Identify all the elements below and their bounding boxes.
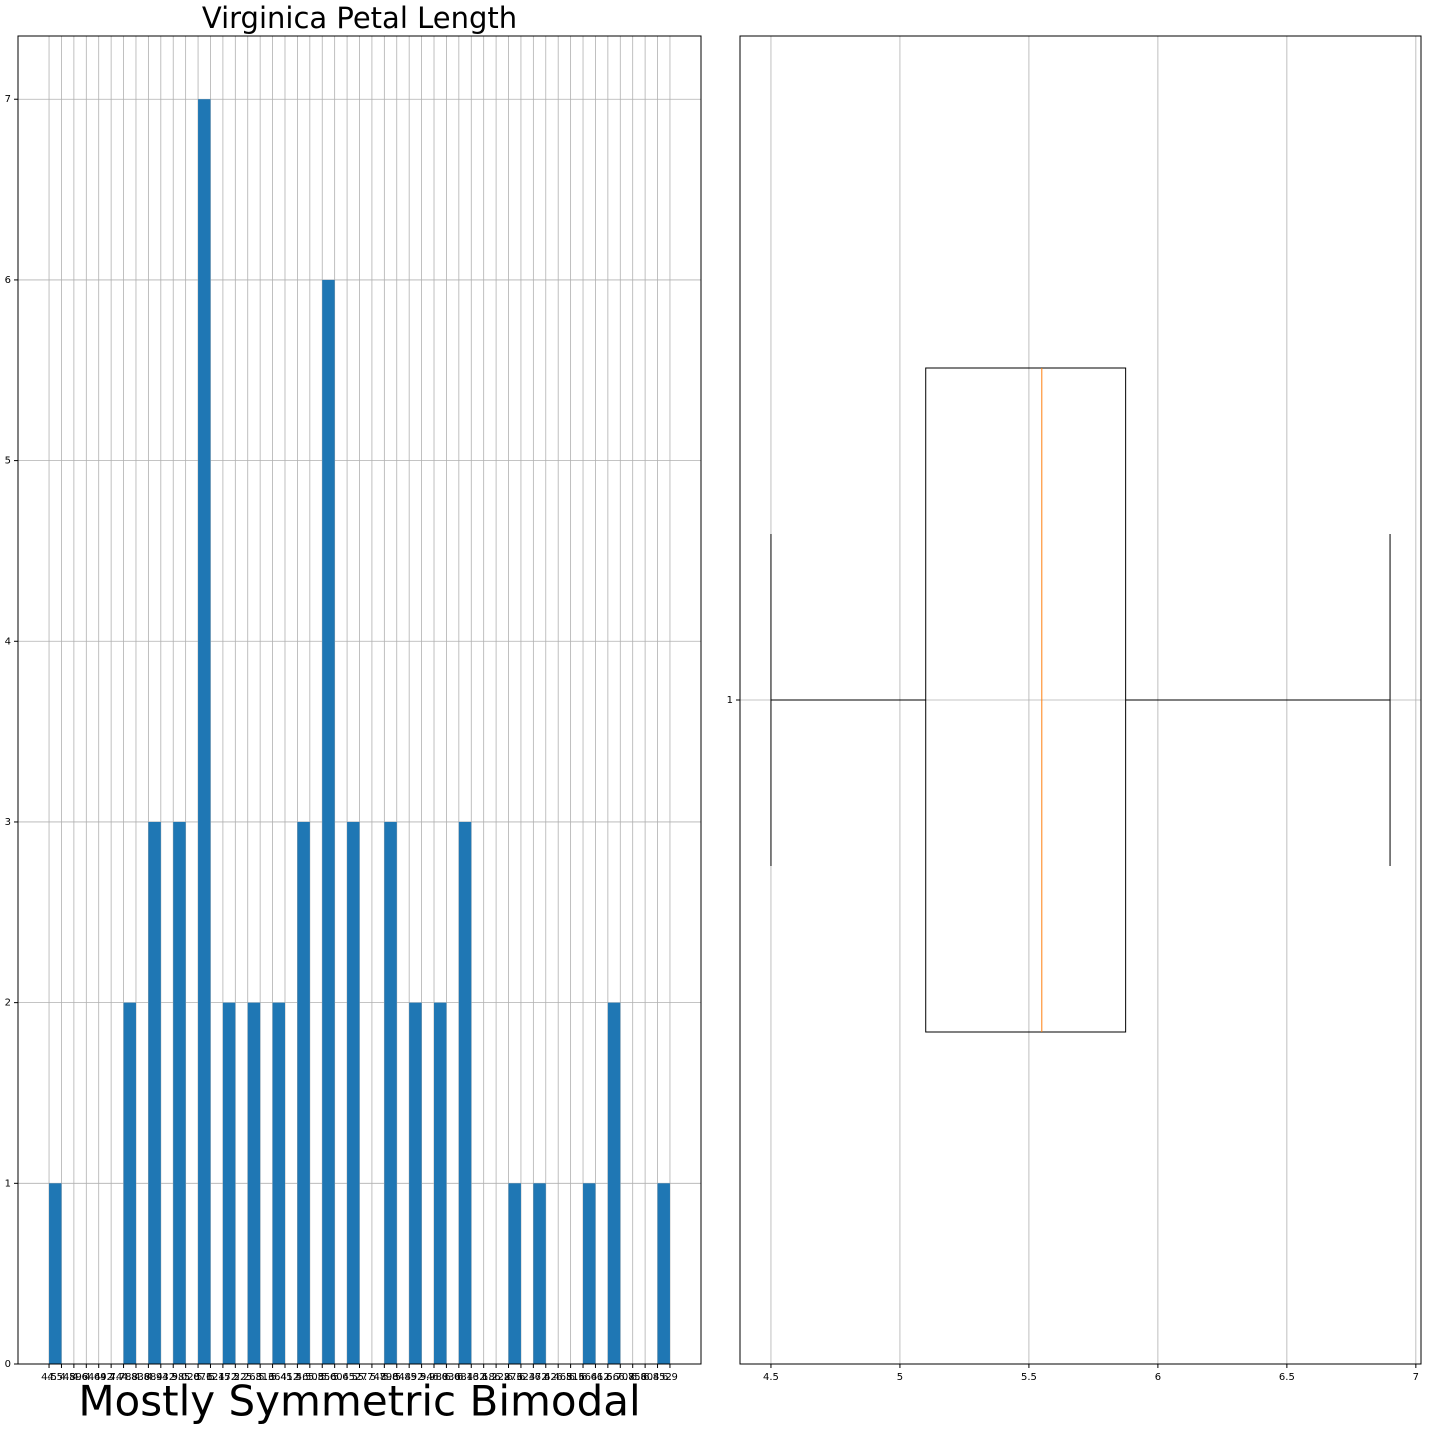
x-tick-label: 5.5 [1021, 1372, 1037, 1383]
x-tick-label: 6.9 [662, 1372, 678, 1383]
bar [322, 279, 335, 1365]
x-tick-label: 6.756 [618, 1372, 647, 1383]
x-tick-label: 6.324 [507, 1372, 536, 1383]
x-tick-label: 6 [1155, 1372, 1161, 1383]
y-tick-label: 1 [5, 1178, 11, 1189]
bar [583, 1183, 596, 1364]
x-tick-label: 6.084 [445, 1372, 474, 1383]
x-tick-label: 5.124 [196, 1372, 225, 1383]
x-tick-label: 4.74 [100, 1372, 122, 1383]
x-tick-label: 5.988 [420, 1372, 449, 1383]
box [925, 367, 1127, 1033]
x-tick-label: 6.372 [519, 1372, 548, 1383]
x-tick-label: 5.316 [246, 1372, 275, 1383]
x-tick-label: 6.804 [631, 1372, 660, 1383]
bar [222, 1002, 236, 1364]
x-tick-label: 6.036 [432, 1372, 461, 1383]
x-tick-label: 5.412 [271, 1372, 300, 1383]
x-tick-label: 6.708 [606, 1372, 635, 1383]
x-tick-label: 6.564 [569, 1372, 598, 1383]
x-tick-label: 5.076 [184, 1372, 213, 1383]
x-tick-label: 5.508 [296, 1372, 325, 1383]
x-tick-label: 5.364 [258, 1372, 287, 1383]
y-tick-label: 6 [5, 275, 11, 286]
x-tick-label: 7 [1413, 1372, 1419, 1383]
x-tick-label: 5.22 [224, 1372, 246, 1383]
y-tick-label: 2 [5, 998, 11, 1009]
bar [434, 1002, 447, 1364]
y-tick-label: 7 [5, 94, 11, 105]
bar [49, 1183, 62, 1364]
y-tick-label: 5 [5, 456, 11, 467]
x-tick-label: 5.604 [320, 1372, 349, 1383]
x-tick-label: 4.5 [763, 1372, 779, 1383]
bar [247, 1002, 261, 1364]
bar [533, 1183, 546, 1364]
x-tick-label: 6.42 [535, 1372, 557, 1383]
y-tick-label: 1 [727, 695, 733, 706]
x-tick-label: 5.7 [352, 1372, 368, 1383]
bar [123, 1002, 136, 1364]
y-tick-label: 0 [5, 1359, 11, 1370]
bar [409, 1002, 422, 1364]
bar [173, 821, 186, 1364]
x-tick-label: 4.548 [47, 1372, 76, 1383]
y-tick-label: 4 [5, 636, 11, 647]
bar [657, 1183, 670, 1364]
x-tick-label: 4.788 [109, 1372, 138, 1383]
x-tick-label: 4.5 [41, 1372, 57, 1383]
bar [347, 821, 360, 1364]
x-tick-label: 5.748 [358, 1372, 387, 1383]
x-tick-label: 5.844 [382, 1372, 411, 1383]
x-tick-label: 6.612 [581, 1372, 610, 1383]
x-tick-label: 6.228 [482, 1372, 511, 1383]
bar [384, 821, 397, 1364]
y-tick-label: 3 [5, 817, 11, 828]
x-tick-label: 5.892 [395, 1372, 424, 1383]
bar [607, 1002, 621, 1364]
x-tick-label: 5.268 [233, 1372, 262, 1383]
x-axis-label: Mostly Symmetric Bimodal [78, 1377, 640, 1426]
x-tick-label: 5.028 [171, 1372, 200, 1383]
x-tick-label: 5 [897, 1372, 903, 1383]
bar [508, 1183, 521, 1364]
bar [458, 821, 472, 1364]
x-tick-label: 5.46 [286, 1372, 308, 1383]
bar [297, 821, 310, 1364]
chart-title: Virginica Petal Length [202, 1, 517, 35]
x-tick-label: 6.5 [1279, 1372, 1295, 1383]
x-tick-label: 6.852 [643, 1372, 672, 1383]
bar [148, 821, 161, 1364]
x-tick-label: 4.692 [84, 1372, 113, 1383]
x-tick-label: 6.66 [597, 1372, 619, 1383]
bar [272, 1002, 285, 1364]
x-tick-label: 5.94 [410, 1372, 432, 1383]
x-tick-label: 4.932 [146, 1372, 175, 1383]
x-tick-label: 4.884 [134, 1372, 163, 1383]
x-tick-label: 6.132 [457, 1372, 486, 1383]
x-tick-label: 4.836 [122, 1372, 151, 1383]
x-tick-label: 5.652 [333, 1372, 362, 1383]
bar [198, 99, 211, 1365]
x-tick-label: 6.516 [556, 1372, 585, 1383]
x-tick-label: 4.596 [60, 1372, 89, 1383]
x-tick-label: 6.276 [494, 1372, 523, 1383]
x-tick-label: 5.556 [308, 1372, 337, 1383]
x-tick-label: 5.172 [209, 1372, 238, 1383]
x-tick-label: 6.18 [473, 1372, 495, 1383]
x-tick-label: 4.644 [72, 1372, 101, 1383]
x-tick-label: 5.796 [370, 1372, 399, 1383]
x-tick-label: 6.468 [544, 1372, 573, 1383]
x-tick-label: 4.98 [162, 1372, 184, 1383]
